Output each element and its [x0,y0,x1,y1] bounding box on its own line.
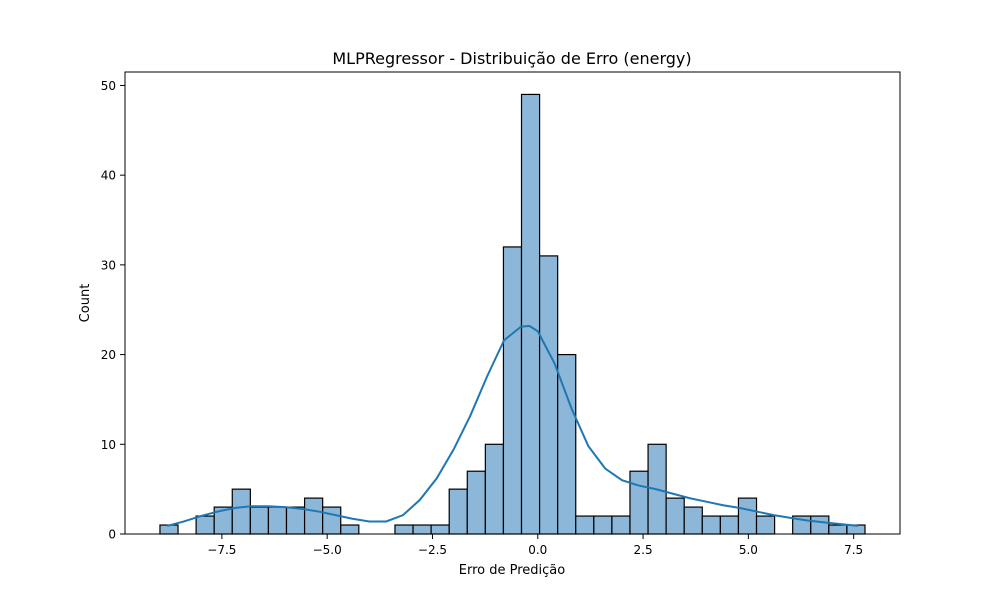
histogram-bar [340,524,360,535]
histogram-bar [412,524,432,535]
chart-title: MLPRegressor - Distribuição de Erro (ene… [332,49,691,68]
x-tick-label: −7.5 [207,543,236,557]
histogram-bars [159,93,866,535]
histogram-bar [303,497,324,535]
histogram-bar [593,515,613,535]
histogram-bar [810,515,830,535]
histogram-bar [701,515,721,535]
histogram-bar [267,506,288,535]
x-axis-label: Erro de Predição [459,563,566,578]
x-tick-label: 5.0 [739,543,758,557]
y-tick-label: 50 [101,79,116,93]
y-axis-ticks: 0 10 20 30 40 50 [101,79,125,542]
histogram-bar [737,497,758,535]
histogram-bar [285,506,306,535]
x-tick-label: 2.5 [634,543,653,557]
histogram-bar [466,470,486,535]
histogram-bar [683,506,703,535]
x-tick-label: 7.5 [844,543,863,557]
y-tick-label: 10 [101,438,116,452]
histogram-bar [629,470,649,535]
histogram-bar [448,488,468,535]
histogram-bar [755,515,776,535]
y-tick-label: 20 [101,348,116,362]
y-axis-label: Count [78,284,93,323]
histogram-bar [665,497,685,535]
y-tick-label: 0 [108,528,116,542]
histogram-bar [575,515,595,535]
histogram-bar [719,515,740,535]
x-axis-ticks: −7.5 −5.0 −2.5 0.0 2.5 5.0 7.5 [207,534,863,557]
histogram-bar [394,524,414,535]
x-tick-label: −5.0 [313,543,342,557]
x-tick-label: −2.5 [418,543,447,557]
y-tick-label: 40 [101,169,116,183]
histogram-bar [430,524,450,535]
kde-curve [166,324,858,527]
y-tick-label: 30 [101,258,116,272]
histogram-bar [502,246,523,535]
x-tick-label: 0.0 [528,543,547,557]
histogram-bar [322,506,342,535]
histogram-bar [538,255,559,535]
histogram-bar [611,515,631,535]
histogram-bar [249,506,270,535]
plot-frame [124,71,901,535]
histogram-bar [828,524,848,535]
histogram-bar [484,443,505,535]
histogram-bar [520,93,541,535]
histogram-bar [195,515,215,535]
histogram-bar [231,488,251,535]
